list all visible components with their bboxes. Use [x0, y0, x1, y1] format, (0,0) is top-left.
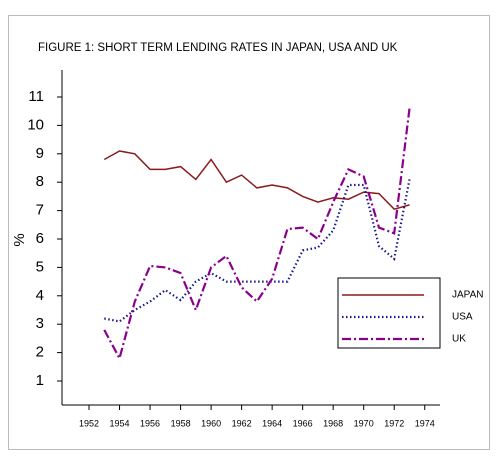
- y-tick-label: 7: [36, 202, 44, 219]
- x-tick-label: 1972: [384, 418, 404, 428]
- y-axis-label: %: [11, 233, 28, 246]
- x-tick-label: 1962: [232, 418, 252, 428]
- x-tick-label: 1974: [415, 418, 435, 428]
- y-tick-label: 1: [36, 372, 44, 389]
- x-tick-label: 1966: [293, 418, 313, 428]
- y-tick-label: 8: [36, 173, 44, 190]
- y-tick-label: 4: [36, 287, 44, 304]
- legend: [337, 277, 441, 349]
- x-tick-label: 1960: [201, 418, 221, 428]
- x-tick-label: 1956: [140, 418, 160, 428]
- legend-label: USA: [452, 312, 473, 323]
- series-line: [103, 150, 410, 211]
- frame: [8, 15, 490, 450]
- x-tick-label: 1954: [110, 418, 130, 428]
- chart-title: FIGURE 1: SHORT TERM LENDING RATES IN JA…: [38, 42, 398, 54]
- series-line: [103, 108, 411, 362]
- y-tick-label: 5: [36, 258, 44, 275]
- y-tick-label: 6: [36, 230, 44, 247]
- legend-label: UK: [452, 334, 466, 345]
- series-line: [104, 179, 411, 323]
- y-tick-label: 3: [36, 315, 44, 332]
- x-tick-label: 1968: [323, 418, 343, 428]
- x-tick-label: 1964: [262, 418, 282, 428]
- x-tick-label: 1970: [354, 418, 374, 428]
- y-tick-label: 11: [28, 88, 44, 105]
- y-tick-label: 9: [36, 145, 44, 162]
- y-tick-label: 10: [27, 116, 44, 133]
- y-tick-label: 2: [36, 344, 44, 361]
- legend-label: JAPAN: [452, 290, 484, 301]
- x-tick-label: 1958: [171, 418, 191, 428]
- x-tick-label: 1952: [79, 418, 99, 428]
